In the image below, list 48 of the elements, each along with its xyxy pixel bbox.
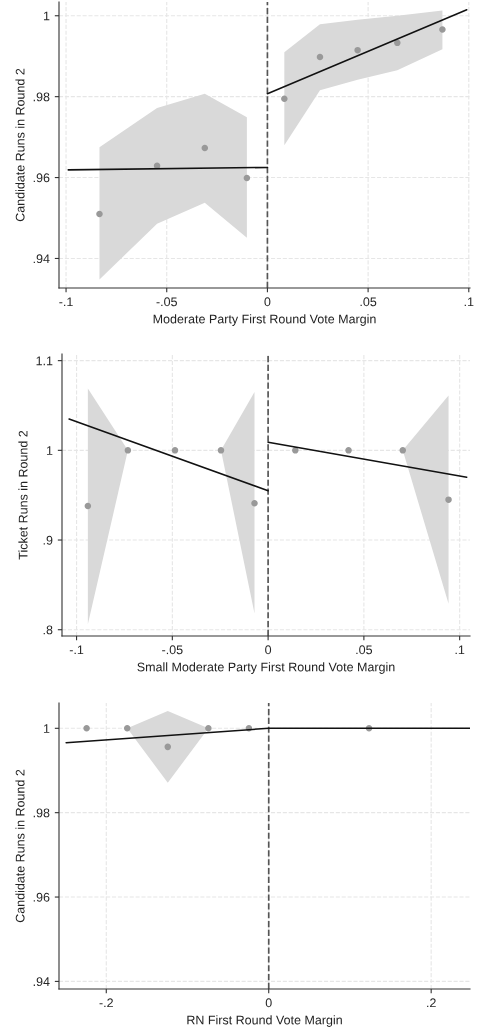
y-tick-label: .96 [33,173,50,183]
point [281,95,288,102]
point [316,53,324,61]
y-tick-label: .98 [33,92,50,102]
point [399,447,407,454]
point [96,210,103,218]
y-axis-title: Ticket Runs in Round 2 [18,430,28,560]
point [445,496,452,503]
x-tick-label: -.1 [69,645,84,655]
point [345,447,352,454]
y-tick-label: 1.1 [36,356,53,366]
point [243,174,251,182]
y-tick-label: .98 [33,808,50,818]
x-tick-label: 0 [265,998,272,1008]
x-tick-label: .2 [427,998,436,1008]
x-tick-label: -.05 [156,297,177,307]
point [394,39,401,47]
point [354,46,361,54]
point [124,447,132,454]
y-axis-title: Candidate Runs in Round 2 [15,68,25,222]
x-tick-label: 0 [265,645,272,655]
y-tick-label: .96 [33,892,50,902]
x-tick-label: .1 [464,297,474,307]
y-tick-label: 1 [43,11,50,21]
y-tick-label: .94 [33,254,50,264]
x-tick-label: .1 [455,645,465,655]
y-tick-label: 1 [46,446,53,455]
y-tick-label: .9 [43,535,53,545]
y-tick-label: .8 [43,625,53,635]
point [439,26,446,33]
x-tick-label: -.2 [99,998,113,1008]
x-tick-label: -.05 [162,645,183,655]
y-tick-label: 1 [43,724,50,733]
x-axis-title: Small Moderate Party First Round Vote Margin [137,662,395,674]
point [171,447,179,454]
point [292,447,299,454]
x-tick-label: -.1 [59,297,73,307]
x-axis-title: RN First Round Vote Margin [187,1015,342,1027]
point [217,447,225,454]
point [201,144,209,152]
x-tick-label: .05 [360,297,377,307]
point [251,499,258,507]
point [84,502,92,510]
x-tick-label: .05 [356,645,373,655]
y-tick-label: .94 [33,977,50,987]
x-axis-title: Moderate Party First Round Vote Margin [153,314,376,326]
x-tick-label: 0 [264,297,271,307]
y-axis-title: Candidate Runs in Round 2 [15,769,25,923]
